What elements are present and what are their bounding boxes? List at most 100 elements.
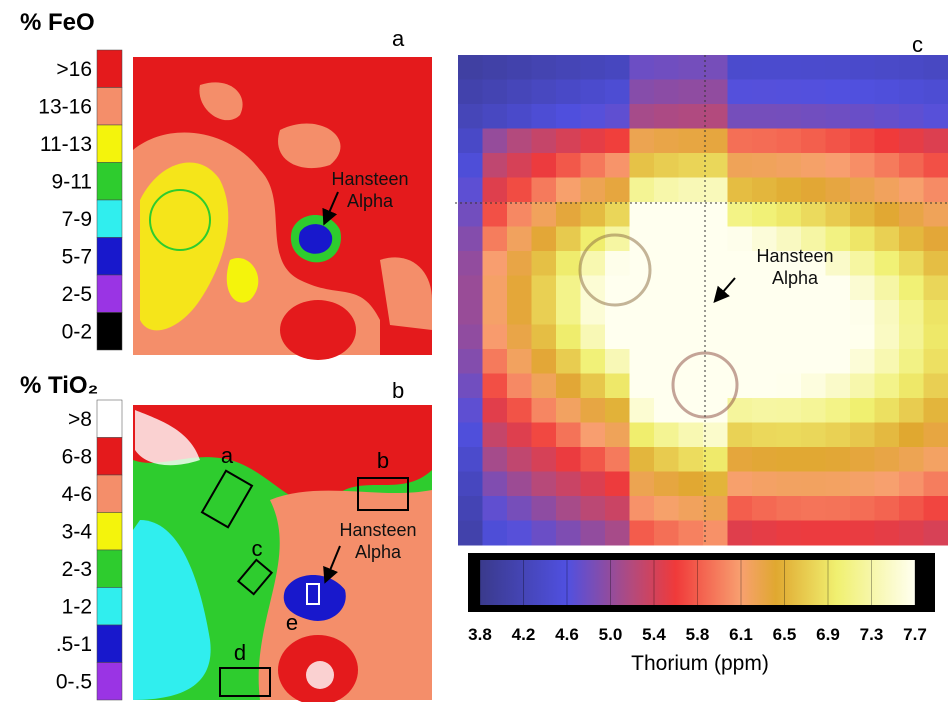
map-cell <box>875 80 900 105</box>
map-cell <box>924 178 948 203</box>
map-cell <box>924 423 948 448</box>
map-cell <box>801 153 826 178</box>
map-cell <box>850 129 875 154</box>
map-cell <box>752 80 777 105</box>
map-cell <box>532 153 557 178</box>
map-cell <box>752 398 777 423</box>
legend-swatch <box>97 588 122 626</box>
map-cell <box>630 276 655 301</box>
panel-label: c <box>912 32 923 57</box>
map-cell <box>703 423 728 448</box>
map-cell <box>777 80 802 105</box>
map-cell <box>532 349 557 374</box>
map-cell <box>728 349 753 374</box>
map-cell <box>899 153 924 178</box>
map-cell <box>556 300 581 325</box>
map-cell <box>850 398 875 423</box>
map-cell <box>899 521 924 546</box>
map-cell <box>899 276 924 301</box>
map-cell <box>850 153 875 178</box>
map-cell <box>752 104 777 129</box>
colorbar-tick-label: 5.4 <box>642 625 666 644</box>
map-cell <box>850 521 875 546</box>
map-cell <box>703 55 728 80</box>
legend-label: 7-9 <box>62 208 92 231</box>
map-cell <box>630 447 655 472</box>
map-cell <box>777 202 802 227</box>
map-cell <box>630 104 655 129</box>
map-cell <box>752 300 777 325</box>
legend-swatch <box>97 163 122 201</box>
map-cell <box>532 178 557 203</box>
map-cell <box>728 104 753 129</box>
annotation: Alpha <box>355 542 402 562</box>
map-cell <box>532 227 557 252</box>
colorbar-tick-label: 4.6 <box>555 625 579 644</box>
map-cell <box>458 55 483 80</box>
map-cell <box>899 496 924 521</box>
map-cell <box>899 349 924 374</box>
map-cell <box>630 129 655 154</box>
map-cell <box>703 472 728 497</box>
map-cell <box>581 325 606 350</box>
map-cell <box>899 472 924 497</box>
map-cell <box>605 104 630 129</box>
thorium-map <box>455 55 948 546</box>
legend-swatch <box>97 200 122 238</box>
map-cell <box>752 325 777 350</box>
map-cell <box>581 202 606 227</box>
map-cell <box>532 104 557 129</box>
map-cell <box>532 521 557 546</box>
map-cell <box>875 447 900 472</box>
map-cell <box>654 300 679 325</box>
map-cell <box>875 129 900 154</box>
map-cell <box>826 325 851 350</box>
map-cell <box>728 251 753 276</box>
map-cell <box>458 251 483 276</box>
legend-label: >16 <box>56 58 92 81</box>
map-cell <box>458 349 483 374</box>
map-cell <box>850 472 875 497</box>
map-cell <box>801 325 826 350</box>
map-cell <box>483 153 508 178</box>
map-cell <box>605 276 630 301</box>
map-cell <box>703 104 728 129</box>
map-cell <box>556 374 581 399</box>
map-cell <box>850 104 875 129</box>
map-cell <box>507 104 532 129</box>
map-cell <box>752 153 777 178</box>
colorbar-tick-label: 7.7 <box>903 625 927 644</box>
box-label: d <box>234 640 246 665</box>
map-cell <box>458 521 483 546</box>
map-cell <box>826 129 851 154</box>
map-cell <box>777 496 802 521</box>
map-cell <box>458 374 483 399</box>
map-cell <box>630 178 655 203</box>
map-cell <box>777 300 802 325</box>
map-cell <box>483 398 508 423</box>
map-cell <box>679 374 704 399</box>
map-cell <box>801 129 826 154</box>
legend-swatch <box>97 275 122 313</box>
map-cell <box>801 349 826 374</box>
map-cell <box>826 178 851 203</box>
map-cell <box>777 521 802 546</box>
map-cell <box>458 472 483 497</box>
map-cell <box>556 55 581 80</box>
map-cell <box>630 472 655 497</box>
map-cell <box>752 374 777 399</box>
map-cell <box>703 276 728 301</box>
map-cell <box>703 325 728 350</box>
map-cell <box>826 202 851 227</box>
map-cell <box>801 55 826 80</box>
map-cell <box>752 55 777 80</box>
map-cell <box>507 300 532 325</box>
map-cell <box>801 178 826 203</box>
map-cell <box>556 153 581 178</box>
map-cell <box>483 521 508 546</box>
map-cell <box>654 55 679 80</box>
map-cell <box>605 80 630 105</box>
map-cell <box>826 55 851 80</box>
map-cell <box>850 374 875 399</box>
map-cell <box>728 447 753 472</box>
